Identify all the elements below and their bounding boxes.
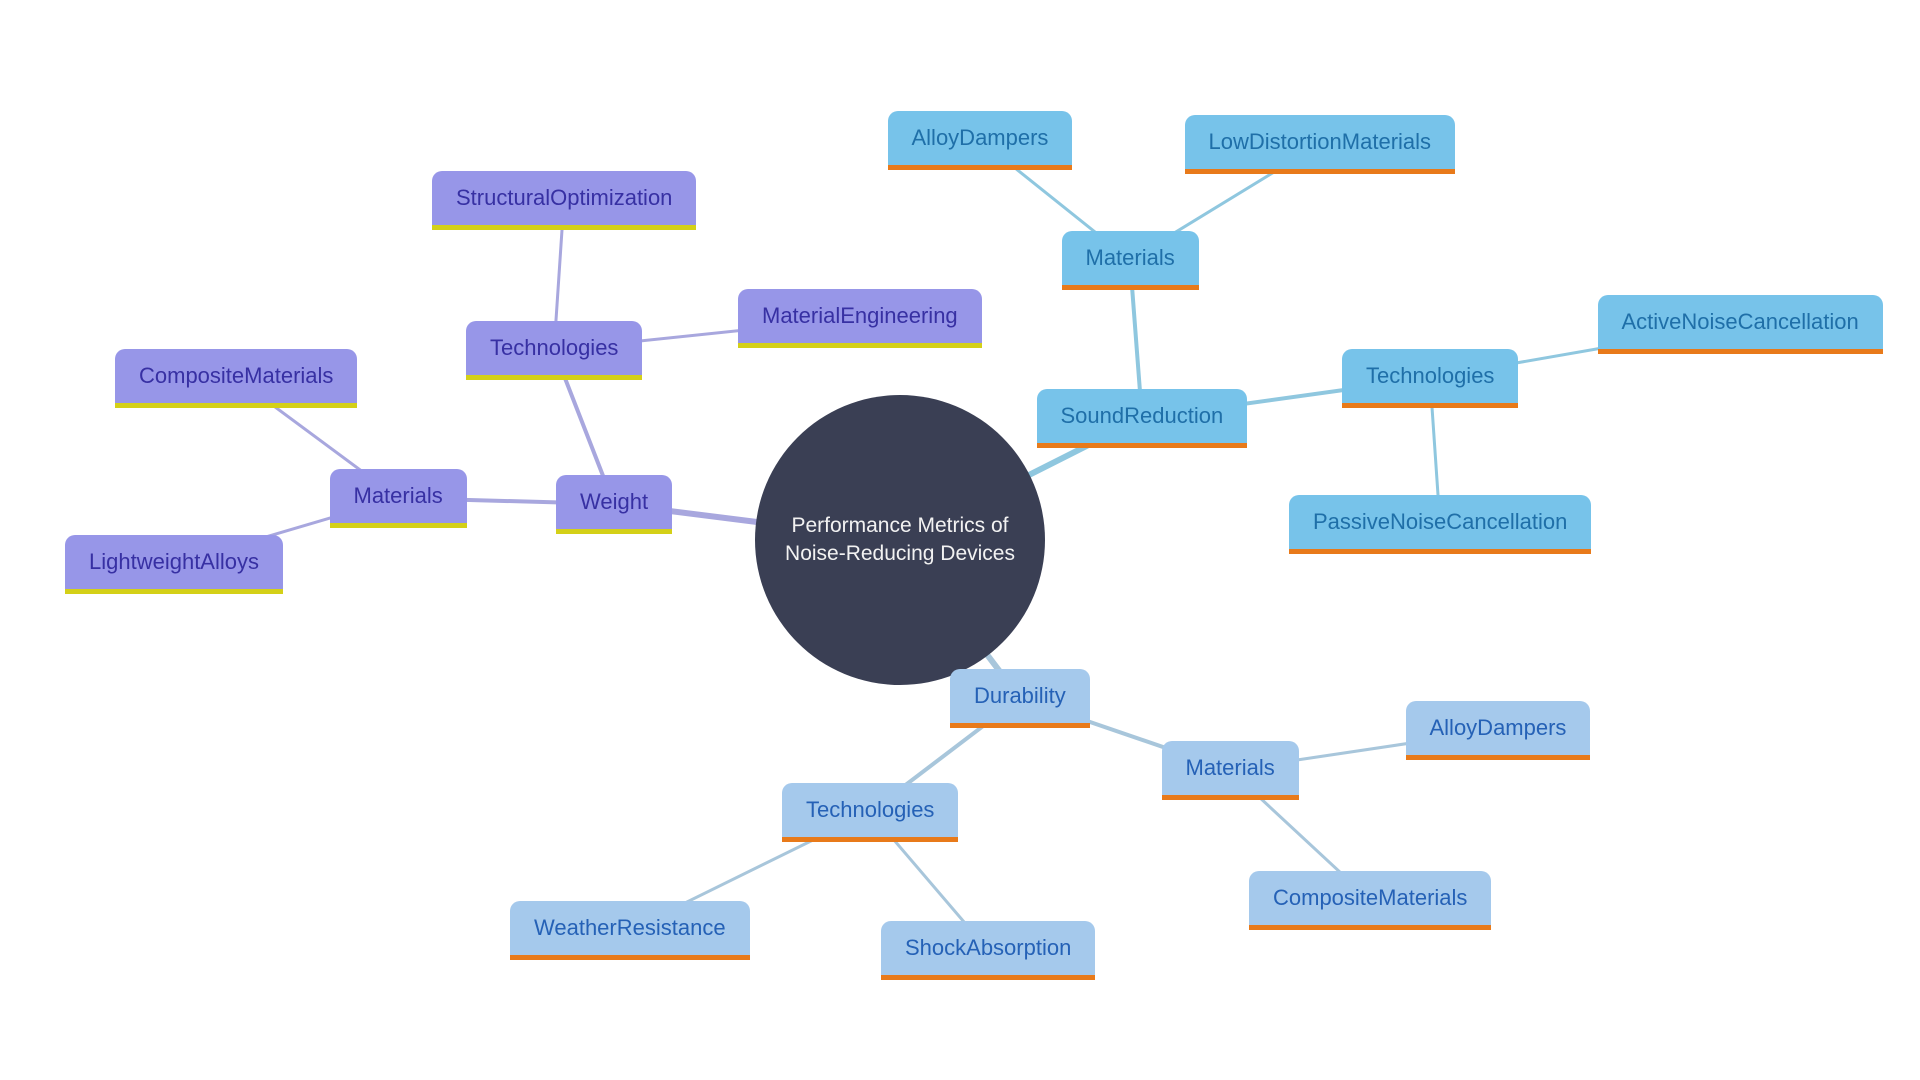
branch-durability: Durability [950,669,1090,728]
diagram-canvas: Performance Metrics ofNoise-Reducing Dev… [0,0,1920,1080]
node-durability-technologies: Technologies [782,783,958,842]
leaf-weight-lightweightalloys: LightweightAlloys [65,535,283,594]
leaf-weight-materialengineering: MaterialEngineering [738,289,982,348]
center-node: Performance Metrics ofNoise-Reducing Dev… [755,395,1045,685]
leaf-sound-activenoisecancellation: ActiveNoiseCancellation [1598,295,1883,354]
node-weight-technologies: Technologies [466,321,642,380]
node-weight-materials: Materials [330,469,467,528]
node-durability-materials: Materials [1162,741,1299,800]
leaf-sound-passivenoisecancellation: PassiveNoiseCancellation [1289,495,1591,554]
leaf-durability-compositematerials: CompositeMaterials [1249,871,1491,930]
leaf-durability-shockabsorption: ShockAbsorption [881,921,1095,980]
node-sound-technologies: Technologies [1342,349,1518,408]
leaf-durability-alloydampers: AlloyDampers [1406,701,1591,760]
leaf-sound-alloydampers: AlloyDampers [888,111,1073,170]
leaf-weight-compositematerials: CompositeMaterials [115,349,357,408]
branch-sound: SoundReduction [1037,389,1248,448]
node-sound-materials: Materials [1062,231,1199,290]
branch-weight: Weight [556,475,672,534]
leaf-weight-structuraloptimization: StructuralOptimization [432,171,696,230]
leaf-sound-lowdistortionmaterials: LowDistortionMaterials [1185,115,1456,174]
leaf-durability-weatherresistance: WeatherResistance [510,901,750,960]
